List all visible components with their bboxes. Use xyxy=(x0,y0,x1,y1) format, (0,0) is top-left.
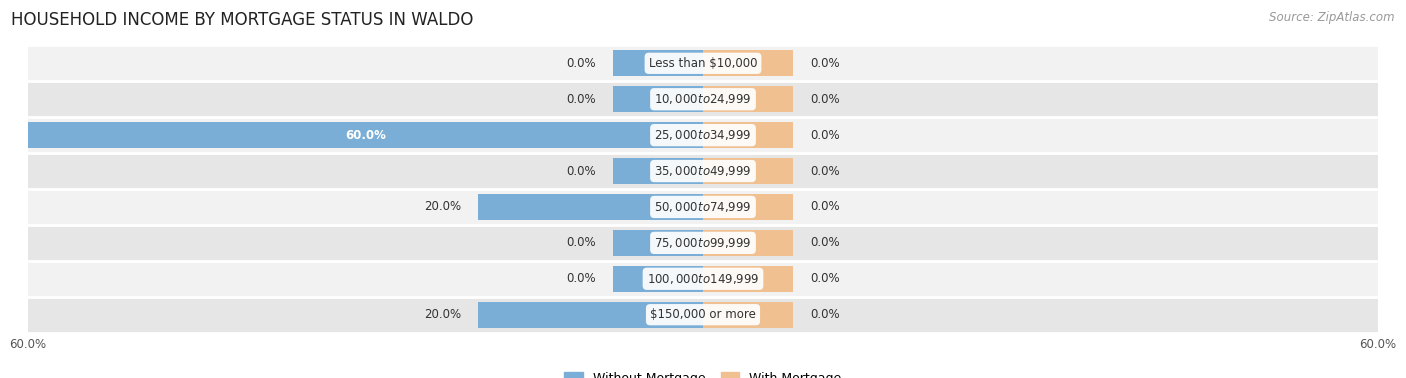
Bar xyxy=(613,230,703,256)
Bar xyxy=(613,50,703,76)
Bar xyxy=(703,302,793,328)
Legend: Without Mortgage, With Mortgage: Without Mortgage, With Mortgage xyxy=(560,367,846,378)
Text: $150,000 or more: $150,000 or more xyxy=(650,308,756,321)
Bar xyxy=(613,86,703,112)
Text: 0.0%: 0.0% xyxy=(810,200,839,214)
Text: Source: ZipAtlas.com: Source: ZipAtlas.com xyxy=(1270,11,1395,24)
Bar xyxy=(28,81,1378,117)
Bar xyxy=(703,86,793,112)
Bar xyxy=(703,158,793,184)
Text: 0.0%: 0.0% xyxy=(567,164,596,178)
Bar xyxy=(613,266,703,292)
Text: 20.0%: 20.0% xyxy=(425,200,461,214)
Bar xyxy=(478,302,703,328)
Text: 0.0%: 0.0% xyxy=(810,93,839,106)
Bar xyxy=(703,50,793,76)
Text: 0.0%: 0.0% xyxy=(567,272,596,285)
Bar xyxy=(703,266,793,292)
Bar xyxy=(28,261,1378,297)
Bar xyxy=(28,153,1378,189)
Text: 0.0%: 0.0% xyxy=(810,164,839,178)
Text: 0.0%: 0.0% xyxy=(810,129,839,142)
Text: 0.0%: 0.0% xyxy=(567,236,596,249)
Bar xyxy=(28,225,1378,261)
Text: $50,000 to $74,999: $50,000 to $74,999 xyxy=(654,200,752,214)
Text: 0.0%: 0.0% xyxy=(810,57,839,70)
Text: $75,000 to $99,999: $75,000 to $99,999 xyxy=(654,236,752,250)
Bar xyxy=(478,194,703,220)
Text: Less than $10,000: Less than $10,000 xyxy=(648,57,758,70)
Bar xyxy=(703,122,793,148)
Bar xyxy=(703,194,793,220)
Text: 20.0%: 20.0% xyxy=(425,308,461,321)
Text: $25,000 to $34,999: $25,000 to $34,999 xyxy=(654,128,752,142)
Bar xyxy=(28,189,1378,225)
Bar xyxy=(613,158,703,184)
Bar xyxy=(28,122,703,148)
Text: $100,000 to $149,999: $100,000 to $149,999 xyxy=(647,272,759,286)
Text: 60.0%: 60.0% xyxy=(344,129,387,142)
Text: 0.0%: 0.0% xyxy=(810,308,839,321)
Bar xyxy=(28,297,1378,333)
Text: 0.0%: 0.0% xyxy=(810,236,839,249)
Text: 0.0%: 0.0% xyxy=(567,57,596,70)
Text: 0.0%: 0.0% xyxy=(810,272,839,285)
Text: $35,000 to $49,999: $35,000 to $49,999 xyxy=(654,164,752,178)
Text: HOUSEHOLD INCOME BY MORTGAGE STATUS IN WALDO: HOUSEHOLD INCOME BY MORTGAGE STATUS IN W… xyxy=(11,11,474,29)
Text: $10,000 to $24,999: $10,000 to $24,999 xyxy=(654,92,752,106)
Bar xyxy=(28,117,1378,153)
Bar xyxy=(703,230,793,256)
Bar xyxy=(28,45,1378,81)
Text: 0.0%: 0.0% xyxy=(567,93,596,106)
